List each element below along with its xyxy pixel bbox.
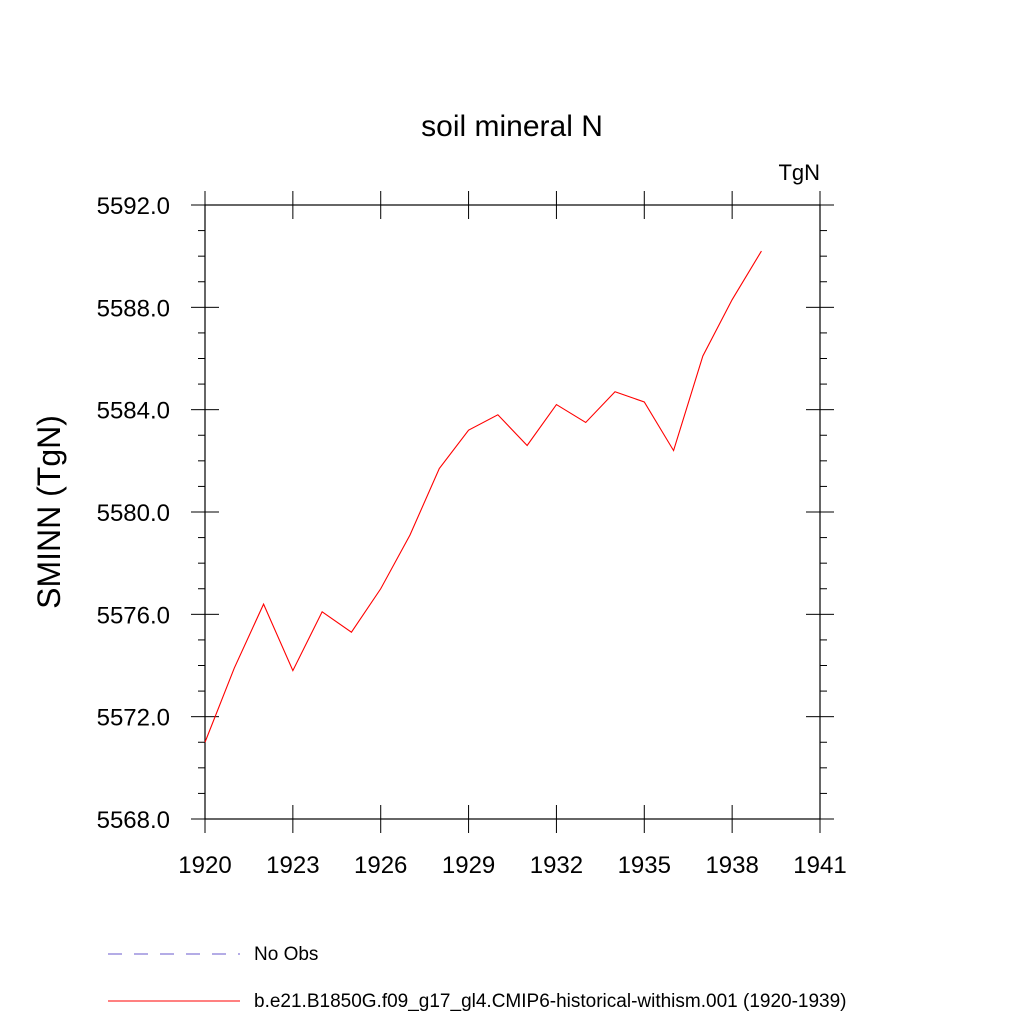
x-tick-label: 1920 [178, 852, 231, 879]
x-axis-tick-labels: 1920 1923 1926 1929 1932 1935 1938 1941 [178, 852, 846, 879]
y-tick-label: 5572.0 [97, 705, 170, 732]
y-tick-label: 5584.0 [97, 398, 170, 425]
y-tick-label: 5568.0 [97, 807, 170, 834]
y-tick-label: 5580.0 [97, 500, 170, 527]
legend-label-no-obs: No Obs [254, 944, 318, 965]
x-tick-label: 1926 [354, 852, 407, 879]
x-tick-label: 1941 [793, 852, 846, 879]
y-axis-label: SMINN (TgN) [31, 415, 67, 609]
series-group [205, 251, 761, 742]
y-axis-tick-labels: 5568.0 5572.0 5576.0 5580.0 5584.0 5588.0 5592… [97, 193, 170, 834]
x-tick-label: 1938 [705, 852, 758, 879]
chart-title: soil mineral N [421, 110, 603, 143]
y-tick-label: 5576.0 [97, 602, 170, 629]
x-tick-label: 1932 [530, 852, 583, 879]
legend: No Obs b.e21.B1850G.f09_g17_gl4.CMIP6-hi… [108, 944, 847, 1012]
axis-ticks [191, 191, 834, 833]
plot-frame [205, 205, 820, 819]
x-tick-label: 1929 [442, 852, 495, 879]
legend-label-model-run: b.e21.B1850G.f09_g17_gl4.CMIP6-historica… [254, 991, 847, 1012]
series-line-1 [205, 251, 761, 742]
x-tick-label: 1935 [618, 852, 671, 879]
x-tick-label: 1923 [266, 852, 319, 879]
units-label: TgN [778, 160, 820, 185]
y-tick-label: 5592.0 [97, 193, 170, 220]
y-tick-label: 5588.0 [97, 295, 170, 322]
